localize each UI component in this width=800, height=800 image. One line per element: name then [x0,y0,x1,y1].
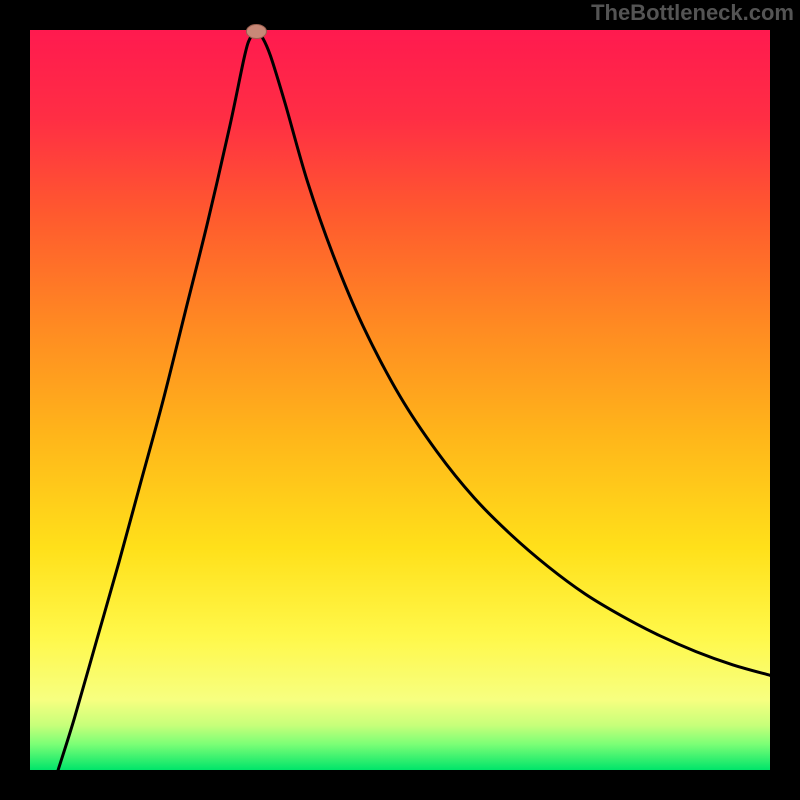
chart-svg [0,0,800,800]
optimal-point-marker [246,24,266,38]
bottleneck-chart: TheBottleneck.com [0,0,800,800]
chart-plot-area [30,30,770,770]
